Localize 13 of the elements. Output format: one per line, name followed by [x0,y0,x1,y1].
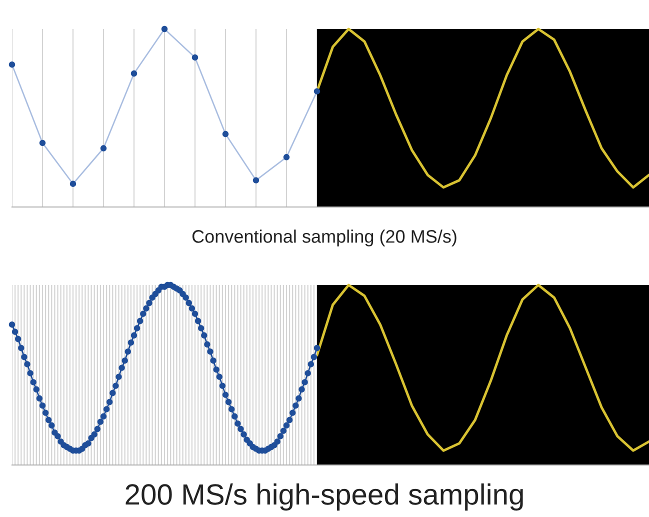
point [161,26,168,32]
point [314,88,320,94]
point [130,70,138,77]
point [283,154,290,160]
point [70,180,76,187]
point [100,145,107,152]
point [8,61,16,68]
x-axis-title: Conventional sampling (20 MS/s) [192,230,456,246]
x-axis-title: 200 MS/s high-speed sampling [126,483,523,511]
point [192,54,198,61]
point [39,140,46,146]
point [252,177,260,184]
point [222,130,229,138]
